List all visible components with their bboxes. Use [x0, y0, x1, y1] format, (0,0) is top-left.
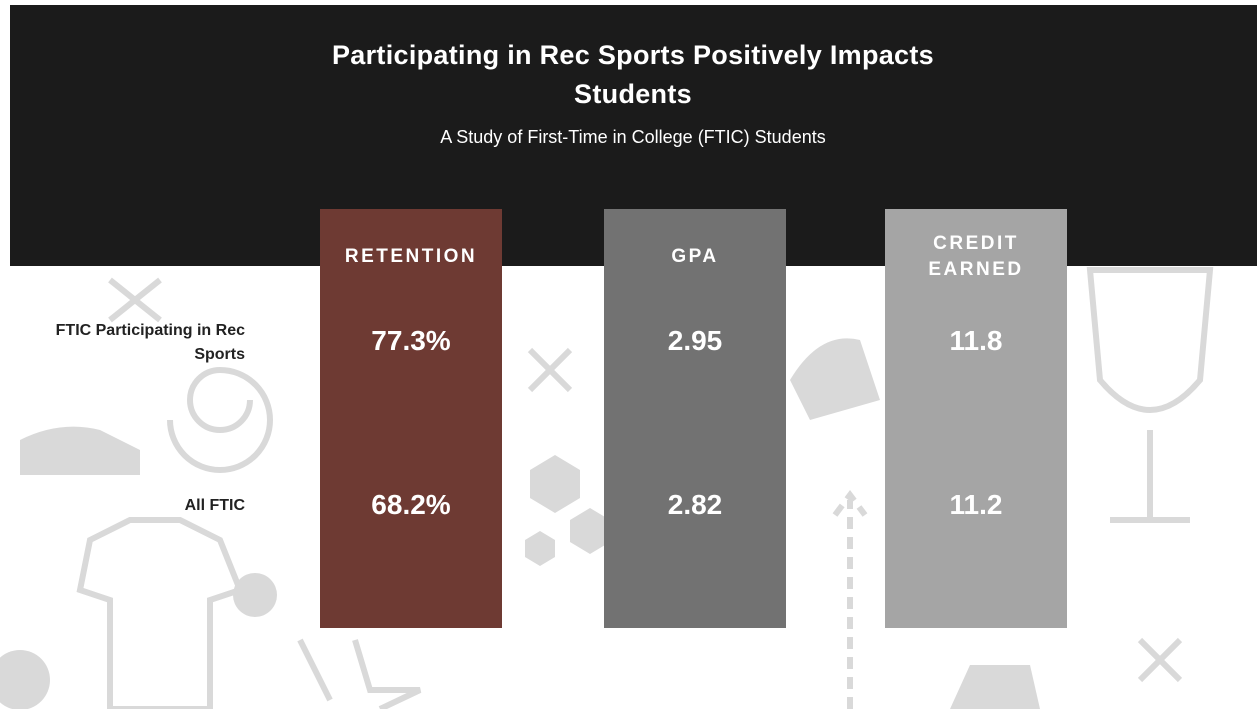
cell: 68.2%: [320, 489, 502, 521]
cell: 2.82: [604, 489, 786, 521]
column: CREDIT EARNED 11.8 11.2: [885, 209, 1067, 628]
shape-icon: [950, 665, 1040, 709]
column: GPA 2.95 2.82: [604, 209, 786, 628]
arrow-icon: [835, 495, 865, 709]
swirl-icon: [170, 370, 270, 470]
star-icon: [300, 640, 420, 709]
cell: 11.8: [885, 325, 1067, 357]
row-label: All FTIC: [45, 494, 245, 518]
cell: 11.2: [885, 489, 1067, 521]
column-header: CREDIT EARNED: [885, 229, 1067, 285]
shirt-icon: [80, 520, 240, 709]
subtitle: A Study of First-Time in College (FTIC) …: [300, 127, 966, 148]
ball-icon: [233, 573, 277, 617]
ball-icon-2: [0, 650, 50, 709]
trophy-icon: [1090, 270, 1210, 520]
hexagon-icons: [525, 455, 610, 566]
shoe-icon: [20, 427, 140, 475]
column-header: RETENTION: [320, 229, 502, 285]
cell: 2.95: [604, 325, 786, 357]
column: RETENTION 77.3% 68.2%: [320, 209, 502, 628]
shoe-icon-2: [790, 338, 880, 420]
row-label: FTIC Participating in Rec Sports: [45, 319, 245, 367]
cell: 77.3%: [320, 325, 502, 357]
page: Participating in Rec Sports Positively I…: [0, 0, 1257, 709]
title: Participating in Rec Sports Positively I…: [330, 36, 936, 114]
column-header: GPA: [604, 229, 786, 285]
